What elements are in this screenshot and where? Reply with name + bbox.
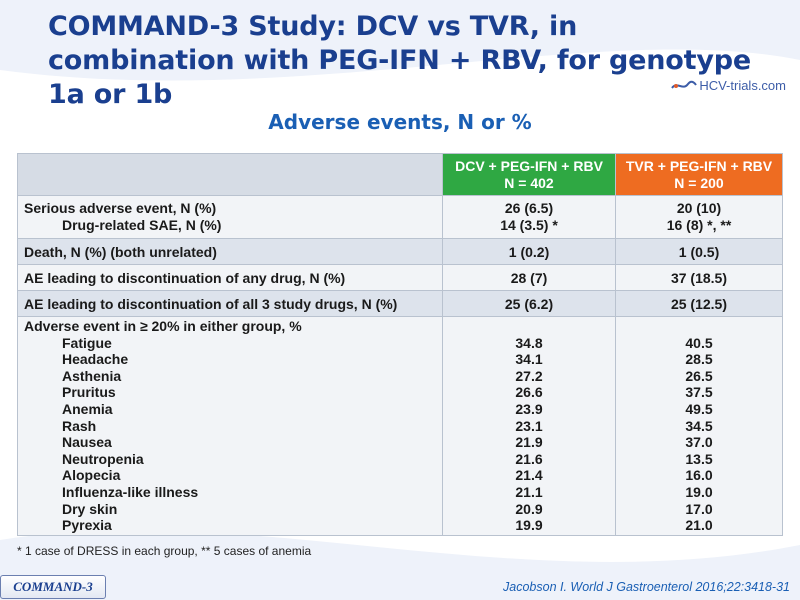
ae-dcv-cell: 34.8 34.1 27.2 26.6 23.9 23.1 21.9 21.6 …	[442, 316, 616, 536]
footnote: * 1 case of DRESS in each group, ** 5 ca…	[17, 544, 312, 558]
table-row-disc-all: AE leading to discontinuation of all 3 s…	[17, 290, 783, 317]
sae-tvr: 20 (10)	[676, 200, 722, 216]
disc-all-tvr: 25 (12.5)	[615, 290, 783, 317]
ae-tvr-value: 16.0	[685, 467, 713, 484]
ae-dcv-value: 34.8	[515, 334, 543, 351]
study-tag: COMMAND-3	[0, 575, 106, 599]
death-dcv: 1 (0.2)	[442, 238, 616, 265]
ae-item-label: Influenza-like illness	[62, 483, 199, 500]
ae-item-label: Nausea	[62, 434, 112, 451]
ae-dcv-value: 21.4	[515, 467, 543, 484]
ae-item-label: Fatigue	[62, 334, 112, 351]
ae-dcv-value: 21.6	[515, 450, 543, 467]
ae-tvr-value: 28.5	[685, 351, 713, 368]
header-tvr: TVR + PEG-IFN + RBV N = 200	[615, 153, 783, 196]
disc-any-label: AE leading to discontinuation of any dru…	[17, 264, 443, 291]
disc-any-dcv: 28 (7)	[442, 264, 616, 291]
ae-tvr-value: 19.0	[685, 483, 713, 500]
sae-dcv: 26 (6.5)	[504, 200, 554, 216]
ae-dcv-value: 21.9	[515, 434, 543, 451]
sae-drug-related-label: Drug-related SAE, N (%)	[62, 217, 222, 233]
table-row-death: Death, N (%) (both unrelated) 1 (0.2) 1 …	[17, 238, 783, 265]
header-dcv-n: N = 402	[504, 174, 554, 191]
table-row-ae: Adverse event in ≥ 20% in either group, …	[17, 316, 783, 536]
ae-dcv-value: 23.9	[515, 400, 543, 417]
table-header-row: DCV + PEG-IFN + RBV N = 402 TVR + PEG-IF…	[17, 153, 783, 196]
header-blank-cell	[17, 153, 443, 196]
hcv-trials-logo-icon	[671, 80, 698, 89]
hcv-trials-logo: HCV-trials.com	[671, 78, 786, 93]
ae-dcv-value: 20.9	[515, 500, 543, 517]
header-tvr-arm: TVR + PEG-IFN + RBV	[625, 157, 773, 174]
ae-tvr-value: 17.0	[685, 500, 713, 517]
ae-tvr-value: 37.5	[685, 384, 713, 401]
sae-tvr-sub: 16 (8) *, **	[666, 217, 732, 233]
ae-header-label: Adverse event in ≥ 20% in either group, …	[24, 318, 302, 334]
logo-text: HCV-trials.com	[699, 78, 786, 93]
death-tvr: 1 (0.5)	[615, 238, 783, 265]
ae-dcv-value: 27.2	[515, 367, 543, 384]
table-row-sae: Serious adverse event, N (%) Drug-relate…	[17, 195, 783, 239]
ae-tvr-value: 37.0	[685, 434, 713, 451]
ae-item-label: Pruritus	[62, 384, 116, 401]
header-dcv: DCV + PEG-IFN + RBV N = 402	[442, 153, 616, 196]
table-subtitle: Adverse events, N or %	[268, 110, 532, 134]
sae-label: Serious adverse event, N (%)	[24, 200, 217, 216]
ae-tvr-value: 49.5	[685, 400, 713, 417]
ae-dcv-value: 21.1	[515, 483, 543, 500]
ae-tvr-cell: 40.5 28.5 26.5 37.5 49.5 34.5 37.0 13.5 …	[615, 316, 783, 536]
slide-title: COMMAND-3 Study: DCV vs TVR, in combinat…	[48, 11, 751, 110]
adverse-events-table: DCV + PEG-IFN + RBV N = 402 TVR + PEG-IF…	[17, 153, 783, 536]
sae-label-cell: Serious adverse event, N (%) Drug-relate…	[17, 195, 443, 239]
ae-dcv-value: 19.9	[515, 517, 543, 534]
header-tvr-n: N = 200	[674, 174, 724, 191]
ae-tvr-value: 40.5	[685, 334, 713, 351]
ae-label-cell: Adverse event in ≥ 20% in either group, …	[17, 316, 443, 536]
ae-item-label: Rash	[62, 417, 97, 434]
sae-dcv-cell: 26 (6.5) 14 (3.5) *	[442, 195, 616, 239]
sae-dcv-sub: 14 (3.5) *	[500, 217, 558, 233]
ae-tvr-value: 34.5	[685, 417, 713, 434]
ae-item-label: Pyrexia	[62, 517, 112, 534]
table-row-disc-any: AE leading to discontinuation of any dru…	[17, 264, 783, 291]
ae-dcv-value: 26.6	[515, 384, 543, 401]
ae-item-label: Dry skin	[62, 500, 118, 517]
ae-item-label: Headache	[62, 351, 129, 368]
disc-all-label: AE leading to discontinuation of all 3 s…	[17, 290, 443, 317]
ae-tvr-value: 26.5	[685, 367, 713, 384]
ae-item-label: Alopecia	[62, 467, 121, 484]
ae-tvr-value: 21.0	[685, 517, 713, 534]
sae-tvr-cell: 20 (10) 16 (8) *, **	[615, 195, 783, 239]
death-label: Death, N (%) (both unrelated)	[17, 238, 443, 265]
ae-dcv-value: 34.1	[515, 351, 543, 368]
ae-item-label: Neutropenia	[62, 450, 144, 467]
header-dcv-arm: DCV + PEG-IFN + RBV	[455, 157, 603, 174]
ae-dcv-value: 23.1	[515, 417, 543, 434]
disc-any-tvr: 37 (18.5)	[615, 264, 783, 291]
ae-tvr-value: 13.5	[685, 450, 713, 467]
disc-all-dcv: 25 (6.2)	[442, 290, 616, 317]
citation: Jacobson I. World J Gastroenterol 2016;2…	[503, 580, 790, 594]
ae-item-label: Asthenia	[62, 367, 122, 384]
ae-item-label: Anemia	[62, 400, 113, 417]
